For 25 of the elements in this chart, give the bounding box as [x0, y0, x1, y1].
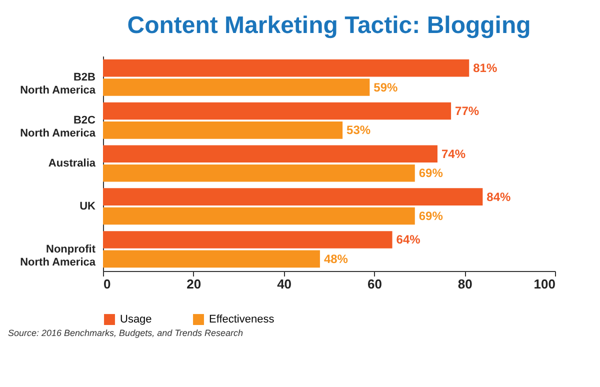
- data-label: 77%: [455, 104, 480, 118]
- source-note: Source: 2016 Benchmarks, Budgets, and Trends Research: [8, 328, 243, 338]
- chart-title: Content Marketing Tactic: Blogging: [127, 12, 531, 39]
- x-tick-label: 100: [534, 276, 556, 292]
- data-label: 69%: [418, 166, 444, 180]
- y-tick-label: UK: [80, 200, 96, 212]
- y-tick-label: B2C North America: [20, 114, 96, 140]
- data-label: 53%: [346, 123, 371, 138]
- x-tick-label: 0: [104, 276, 111, 292]
- x-tick-label: 80: [458, 276, 472, 292]
- x-tick-label: 20: [186, 276, 202, 292]
- y-tick-label: Australia: [48, 158, 96, 170]
- data-label: 74%: [441, 146, 466, 161]
- data-label: 48%: [324, 252, 348, 266]
- data-label: 64%: [396, 232, 421, 247]
- data-label: 81%: [473, 61, 498, 76]
- y-tick-label: Nonprofit North America: [20, 243, 96, 268]
- data-label: 69%: [418, 209, 444, 224]
- legend-label: Usage: [120, 314, 152, 326]
- legend-label: Effectiveness: [209, 314, 275, 326]
- data-label: 84%: [486, 190, 512, 204]
- x-tick-label: 40: [277, 276, 292, 292]
- y-tick-label: B2B North America: [20, 72, 96, 97]
- data-label: 59%: [374, 80, 398, 94]
- x-tick-label: 60: [367, 276, 382, 292]
